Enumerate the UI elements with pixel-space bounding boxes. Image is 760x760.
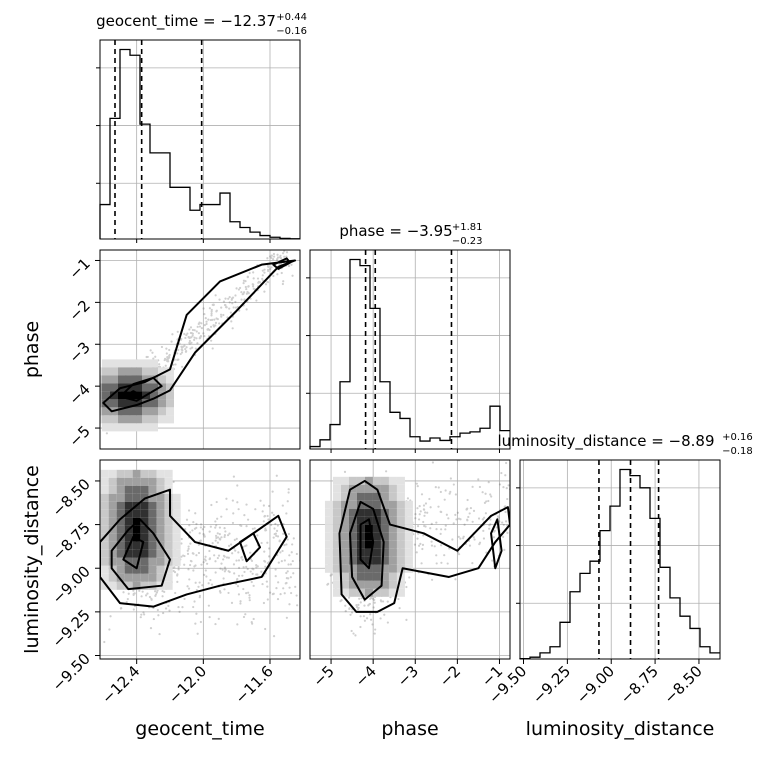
panel-content xyxy=(100,469,300,644)
histogram-geocent_time: geocent_time = −12.37 +0.44 −0.16 xyxy=(96,12,307,240)
y-axis-label-phase: phase xyxy=(21,321,43,378)
contour-level-3 xyxy=(272,257,291,270)
scatter-panel-geocent_time-phase xyxy=(99,249,301,450)
y-tick-label-luminosity_distance-0: −9.50 xyxy=(49,650,94,695)
density-cells xyxy=(100,469,181,590)
title-plus: +0.44 xyxy=(276,12,307,23)
y-tick-label-phase-0: −5 xyxy=(65,422,93,450)
contour-level-2 xyxy=(124,390,141,400)
panel-frame xyxy=(309,249,511,450)
contour-level-0 xyxy=(100,488,288,608)
x-tick-label-geocent_time-2: −11.6 xyxy=(232,662,277,707)
histogram-steps xyxy=(309,258,510,449)
y-tick-label-luminosity_distance-1: −9.25 xyxy=(49,606,94,651)
contours xyxy=(338,479,510,613)
y-tick-label-luminosity_distance-2: −9.00 xyxy=(49,562,94,607)
contour-level-1 xyxy=(110,518,171,591)
grid-lines xyxy=(100,40,300,239)
panel-title: geocent_time = −12.37 xyxy=(96,12,276,31)
x-tick-label-luminosity_distance-3: −8.75 xyxy=(617,662,662,707)
y-tick-label-phase-4: −1 xyxy=(65,255,93,283)
x-tick-label-phase-0: −5 xyxy=(310,662,338,690)
panel-frame xyxy=(309,459,511,660)
density-cells xyxy=(100,359,174,432)
panel-title: phase = −3.95 xyxy=(339,222,452,240)
contours xyxy=(102,257,296,413)
title-minus: −0.16 xyxy=(276,26,307,37)
title-minus: −0.18 xyxy=(722,446,753,457)
x-axis-label-geocent_time: geocent_time xyxy=(135,718,264,740)
y-tick-label-phase-2: −3 xyxy=(65,338,93,366)
scatter-panel-phase-luminosity_distance xyxy=(309,459,511,660)
title-minus: −0.23 xyxy=(452,236,483,247)
contour-level-1 xyxy=(119,376,163,402)
panel-title: luminosity_distance = −8.89 xyxy=(497,432,714,451)
panel-frame xyxy=(99,459,301,660)
contour-level-2 xyxy=(359,518,375,570)
histogram-luminosity_distance: luminosity_distance = −8.89 +0.16 −0.18 xyxy=(497,432,753,660)
y-tick-label-luminosity_distance-3: −8.75 xyxy=(49,519,94,564)
x-tick-label-luminosity_distance-2: −9.00 xyxy=(573,662,618,707)
histogram-phase: phase = −3.95 +1.81 −0.23 xyxy=(306,222,511,450)
x-tick-label-geocent_time-1: −12.0 xyxy=(165,662,210,707)
x-tick-label-phase-2: −3 xyxy=(394,662,422,690)
y-tick-label-phase-1: −4 xyxy=(65,380,93,408)
y-axis-label-luminosity_distance: luminosity_distance xyxy=(21,465,43,654)
x-tick-label-luminosity_distance-1: −9.25 xyxy=(529,662,574,707)
x-tick-label-phase-3: −2 xyxy=(436,662,464,690)
histogram-steps xyxy=(519,468,720,660)
panel-content xyxy=(100,250,296,435)
panel-frame xyxy=(519,459,721,660)
x-tick-label-phase-1: −4 xyxy=(352,662,380,690)
x-axis-label-luminosity_distance: luminosity_distance xyxy=(526,718,715,740)
contour-level-2 xyxy=(122,535,145,570)
x-tick-label-luminosity_distance-4: −8.50 xyxy=(661,662,706,707)
x-axis-label-phase: phase xyxy=(381,718,438,740)
x-tick-label-geocent_time-0: −12.4 xyxy=(98,662,143,707)
grid-lines xyxy=(520,460,720,659)
panel-frame xyxy=(99,39,301,240)
panel-content xyxy=(324,460,510,637)
title-plus: +1.81 xyxy=(452,222,483,233)
y-tick-label-luminosity_distance-4: −8.50 xyxy=(49,475,94,520)
contour-level-3 xyxy=(490,518,503,570)
scatter-panel-geocent_time-luminosity_distance xyxy=(99,459,301,660)
y-tick-label-phase-3: −2 xyxy=(65,296,93,324)
contour-level-3 xyxy=(239,532,261,563)
histogram-steps xyxy=(99,48,300,240)
panel-frame xyxy=(99,249,301,450)
contour-level-0 xyxy=(338,479,510,613)
title-plus: +0.16 xyxy=(722,432,753,443)
contour-level-1 xyxy=(349,500,385,601)
contours xyxy=(100,488,288,608)
